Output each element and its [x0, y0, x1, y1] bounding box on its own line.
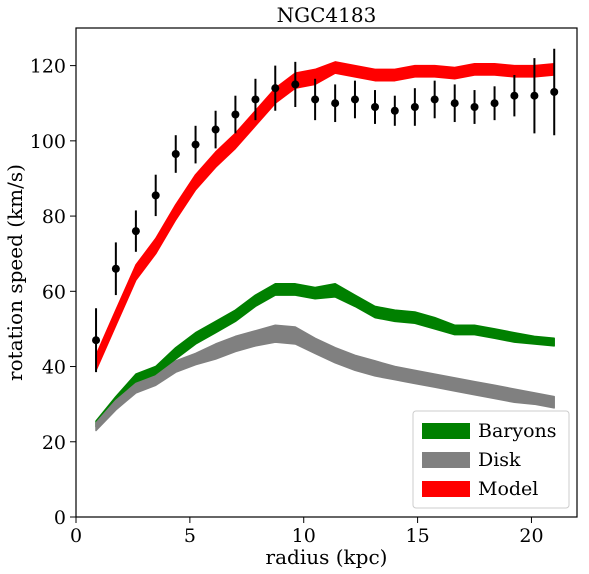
- data-point: [191, 140, 200, 149]
- band-model: [95, 61, 555, 372]
- data-point: [490, 99, 499, 108]
- data-point: [171, 150, 180, 159]
- data-point: [251, 95, 260, 104]
- y-tick-label: 20: [42, 432, 66, 454]
- x-axis-label: radius (kpc): [266, 545, 388, 569]
- data-point: [450, 99, 459, 108]
- legend-swatch-disk: [422, 452, 470, 468]
- x-tick-label: 0: [70, 525, 82, 547]
- legend: Baryons Disk Model: [412, 410, 570, 509]
- x-tick-label: 15: [405, 525, 429, 547]
- data-point: [271, 84, 280, 93]
- y-tick-label: 40: [42, 357, 66, 379]
- x-tick-label: 20: [519, 525, 543, 547]
- data-point: [530, 91, 539, 100]
- legend-label-model: Model: [478, 478, 538, 500]
- legend-swatch-model: [422, 481, 470, 497]
- data-point: [92, 336, 101, 345]
- legend-swatch-baryons: [422, 423, 470, 439]
- plot-frame: [75, 27, 578, 518]
- bands-layer: [95, 61, 555, 432]
- y-tick-label: 120: [30, 56, 66, 78]
- y-tick-label: 80: [42, 206, 66, 228]
- data-point: [151, 191, 160, 200]
- data-point: [331, 99, 340, 108]
- data-point: [550, 87, 559, 96]
- data-point: [231, 110, 240, 119]
- y-tick-label: 100: [30, 131, 66, 153]
- data-point: [470, 102, 479, 111]
- data-point: [430, 95, 439, 104]
- y-tick-label: 0: [54, 507, 66, 529]
- data-point: [410, 102, 419, 111]
- data-point: [350, 95, 359, 104]
- data-point: [390, 106, 399, 115]
- legend-label-baryons: Baryons: [478, 420, 557, 442]
- y-tick-label: 60: [42, 281, 66, 303]
- data-point: [311, 95, 320, 104]
- data-point: [111, 264, 120, 273]
- x-ticks: 0 5 10 15 20: [70, 517, 544, 547]
- data-point: [211, 125, 220, 134]
- data-point: [291, 80, 300, 89]
- data-point: [510, 91, 519, 100]
- x-tick-label: 10: [292, 525, 316, 547]
- band-disk: [95, 324, 555, 432]
- data-point: [371, 102, 380, 111]
- band-baryons: [95, 283, 555, 428]
- observed-layer: [92, 48, 559, 373]
- data-point: [131, 227, 140, 236]
- y-axis-label: rotation speed (km/s): [3, 164, 27, 381]
- y-ticks: 0 20 40 60 80 100 120: [30, 56, 76, 529]
- x-tick-label: 5: [184, 525, 196, 547]
- legend-label-disk: Disk: [478, 449, 521, 471]
- chart-title: NGC4183: [277, 3, 377, 27]
